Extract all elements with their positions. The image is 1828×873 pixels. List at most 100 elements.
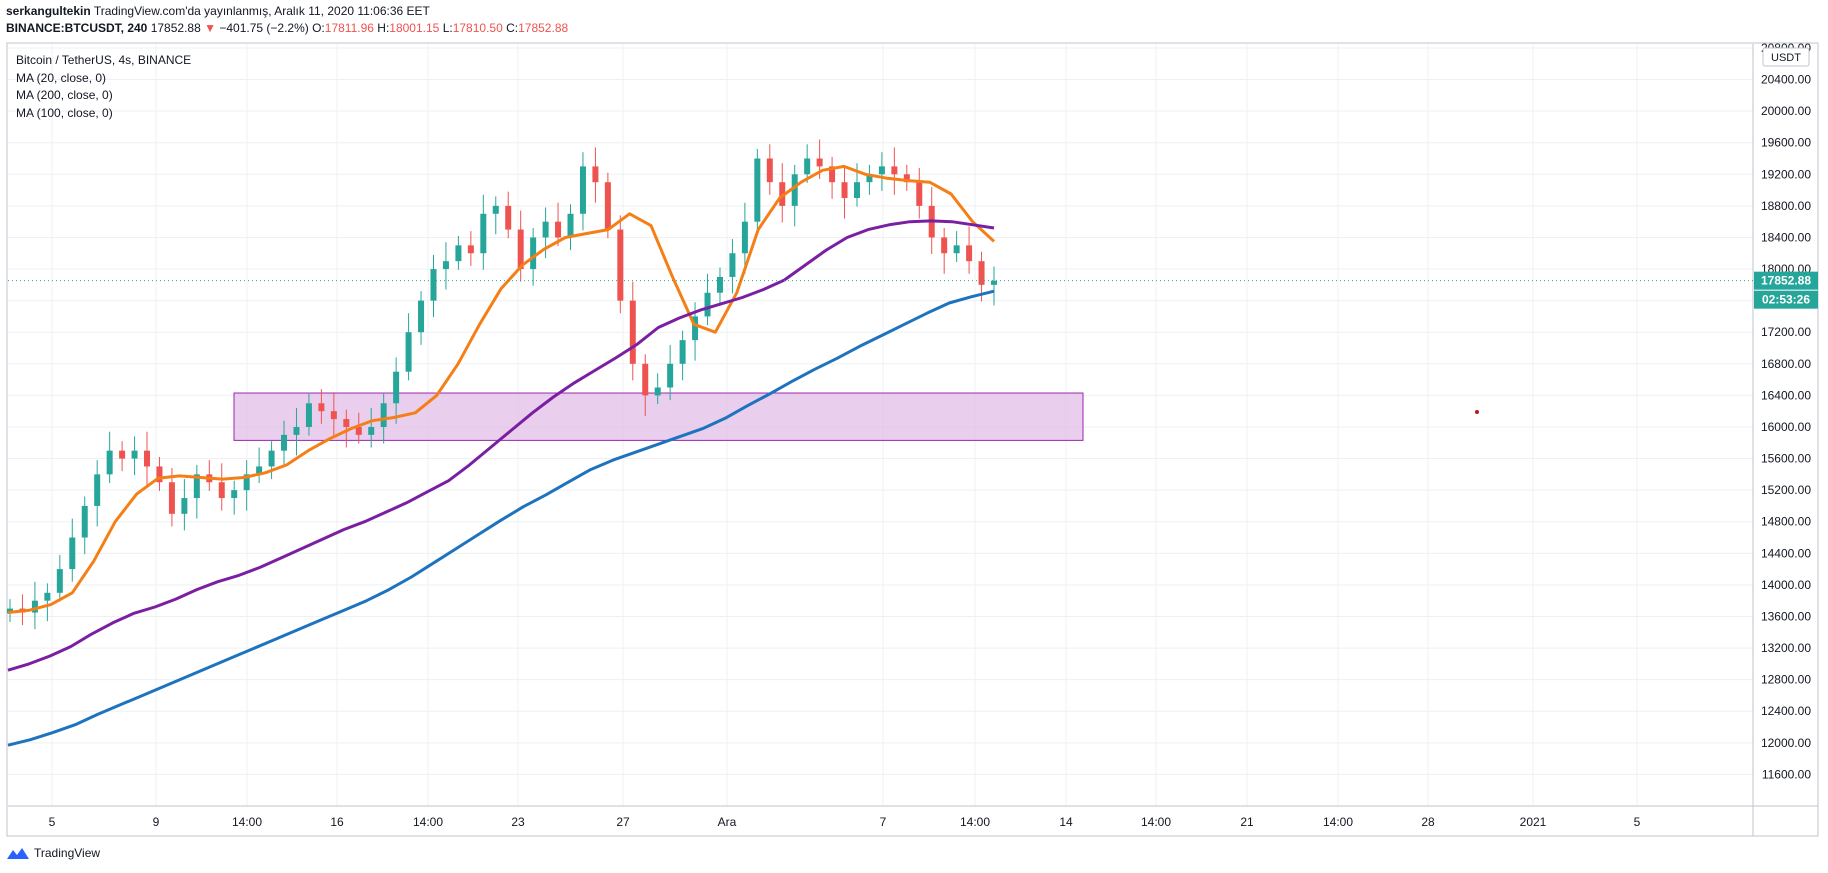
chart-legend: Bitcoin / TetherUS, 4s, BINANCE MA (20, … <box>16 52 191 122</box>
x-tick-label: 14:00 <box>413 815 443 829</box>
x-tick-label: 5 <box>49 815 56 829</box>
y-tick-label: 14000.00 <box>1761 578 1811 592</box>
candle-body <box>766 158 773 183</box>
candle-body <box>978 261 985 285</box>
y-tick-label: 16000.00 <box>1761 420 1811 434</box>
candle-body <box>542 221 549 238</box>
y-tick-label: 16800.00 <box>1761 357 1811 371</box>
x-tick-label: 14 <box>1059 815 1073 829</box>
candle-body <box>679 340 686 364</box>
last-price: 17852.88 <box>150 21 201 35</box>
y-tick-label: 13600.00 <box>1761 609 1811 623</box>
candle-body <box>106 450 113 475</box>
candle-body <box>268 450 275 467</box>
x-tick-label: 14:00 <box>232 815 262 829</box>
candle-body <box>530 237 537 270</box>
legend-ma100[interactable]: MA (100, close, 0) <box>16 105 113 120</box>
candle-body <box>579 166 586 214</box>
x-tick-label: 2021 <box>1520 815 1547 829</box>
candle-body <box>168 482 175 514</box>
x-tick-label: 14:00 <box>960 815 990 829</box>
candle-body <box>193 474 200 499</box>
candle-body <box>567 213 574 238</box>
candle-body <box>791 174 798 206</box>
x-tick-label: 5 <box>1634 815 1641 829</box>
legend-ma20[interactable]: MA (20, close, 0) <box>16 70 107 85</box>
tradingview-logo-icon <box>7 848 29 859</box>
candle-body <box>343 419 350 427</box>
candle-body <box>131 450 138 459</box>
candle-body <box>393 371 400 404</box>
candle-body <box>455 245 462 262</box>
y-tick-label: 20000.00 <box>1761 104 1811 118</box>
support-zone <box>233 392 1084 441</box>
footer-brand[interactable]: TradingView <box>6 846 100 860</box>
y-tick-label: 14400.00 <box>1761 546 1811 560</box>
candle-body <box>181 498 188 514</box>
candle-body <box>293 426 300 435</box>
candle-body <box>629 300 636 364</box>
y-tick-label: 12800.00 <box>1761 673 1811 687</box>
candle-body <box>804 158 811 175</box>
candle-body <box>368 426 375 435</box>
y-tick-label: 16400.00 <box>1761 388 1811 402</box>
legend-title: Bitcoin / TetherUS, 4s, BINANCE <box>16 53 192 67</box>
x-tick-label: 28 <box>1421 815 1435 829</box>
y-tick-label: 18400.00 <box>1761 230 1811 244</box>
y-tick-label: 15600.00 <box>1761 452 1811 466</box>
candle-body <box>642 363 649 396</box>
countdown-label: 02:53:26 <box>1762 293 1810 307</box>
candle-body <box>779 182 786 206</box>
candle-body <box>866 174 873 183</box>
candle-body <box>467 245 474 254</box>
x-tick-label: 21 <box>1240 815 1254 829</box>
x-tick-label: 16 <box>330 815 344 829</box>
x-tick-label: 14:00 <box>1141 815 1171 829</box>
last-price-label: 17852.88 <box>1761 274 1811 288</box>
y-tick-label: 19600.00 <box>1761 136 1811 150</box>
candle-body <box>829 166 836 183</box>
author-name[interactable]: serkangultekin <box>6 4 91 18</box>
candle-body <box>31 600 38 613</box>
y-tick-label: 15200.00 <box>1761 483 1811 497</box>
symbol-label: BINANCE:BTCUSDT, 240 <box>6 21 148 35</box>
candle-body <box>604 182 611 230</box>
high-label: H: <box>377 21 390 35</box>
last-price-badge <box>1754 271 1818 290</box>
y-tick-label: 19200.00 <box>1761 167 1811 181</box>
candle-body <box>330 411 337 420</box>
candle-body <box>841 182 848 198</box>
published-text: TradingView.com'da yayınlanmış, Aralık 1… <box>93 4 430 18</box>
candle-body <box>878 166 885 175</box>
candle-body <box>430 269 437 301</box>
ma100-line <box>7 289 995 747</box>
candle-body <box>692 316 699 341</box>
candle-body <box>667 363 674 388</box>
footer-brand-label: TradingView <box>34 846 101 860</box>
candle-body <box>729 253 736 277</box>
y-tick-label: 20400.00 <box>1761 73 1811 87</box>
legend-ma200[interactable]: MA (200, close, 0) <box>16 88 113 102</box>
x-tick-label: 14:00 <box>1323 815 1353 829</box>
candle-body <box>480 213 487 254</box>
currency-label: USDT <box>1771 52 1801 64</box>
candle-body <box>654 387 661 396</box>
candle-body <box>318 403 325 412</box>
candle-body <box>891 166 898 175</box>
candle-body <box>231 490 238 499</box>
currency-badge <box>1762 47 1810 67</box>
y-tick-label: 17200.00 <box>1761 325 1811 339</box>
y-tick-label: 12400.00 <box>1761 704 1811 718</box>
candle-body <box>119 450 126 459</box>
candle-body <box>355 426 362 435</box>
candle-body <box>617 229 624 301</box>
publication-header: serkangultekin TradingView.com'da yayınl… <box>6 4 430 18</box>
y-tick-label: 14800.00 <box>1761 515 1811 529</box>
candle-body <box>966 245 973 262</box>
candle-body <box>442 261 449 270</box>
candle-body <box>716 276 723 293</box>
candle-body <box>555 221 562 238</box>
candle-body <box>418 300 425 333</box>
y-tick-label: 12000.00 <box>1761 736 1811 750</box>
